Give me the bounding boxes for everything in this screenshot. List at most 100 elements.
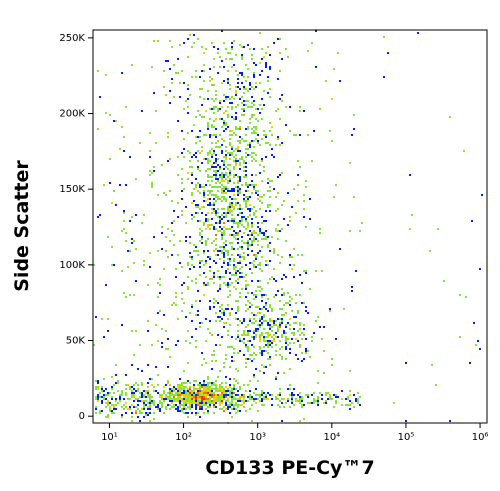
- density-cell: [243, 332, 245, 334]
- density-cell: [285, 358, 287, 360]
- density-cell: [245, 174, 247, 176]
- density-cell: [225, 172, 227, 174]
- density-cell: [187, 172, 189, 174]
- density-cell: [133, 240, 135, 242]
- density-cell: [317, 316, 319, 318]
- density-cell: [205, 390, 207, 392]
- density-cell: [199, 402, 201, 404]
- density-cell: [247, 100, 249, 102]
- density-cell: [209, 192, 211, 194]
- density-cell: [241, 220, 243, 222]
- density-cell: [187, 394, 189, 396]
- density-cell: [219, 186, 221, 188]
- density-cell: [221, 312, 223, 314]
- density-cell: [195, 116, 197, 118]
- density-cell: [247, 332, 249, 334]
- density-cell: [123, 150, 125, 152]
- density-cell: [263, 294, 265, 296]
- density-cell: [187, 112, 189, 114]
- density-cell: [269, 324, 271, 326]
- density-cell: [211, 166, 213, 168]
- density-cell: [131, 392, 133, 394]
- density-cell: [121, 230, 123, 232]
- density-cell: [103, 398, 105, 400]
- density-cell: [217, 198, 219, 200]
- density-cell: [227, 250, 229, 252]
- density-cell: [221, 160, 223, 162]
- density-cell: [217, 52, 219, 54]
- density-cell: [237, 224, 239, 226]
- density-cell: [195, 400, 197, 402]
- density-cell: [279, 400, 281, 402]
- density-cell: [233, 168, 235, 170]
- density-cell: [307, 312, 309, 314]
- density-cell: [213, 120, 215, 122]
- density-cell: [229, 58, 231, 60]
- density-cell: [267, 352, 269, 354]
- density-cell: [215, 160, 217, 162]
- density-cell: [257, 286, 259, 288]
- density-cell: [259, 104, 261, 106]
- density-cell: [255, 128, 257, 130]
- density-cell: [241, 272, 243, 274]
- density-cell: [307, 134, 309, 136]
- density-cell: [299, 396, 301, 398]
- density-cell: [317, 396, 319, 398]
- density-cell: [213, 384, 215, 386]
- density-cell: [251, 312, 253, 314]
- density-cell: [251, 262, 253, 264]
- density-cell: [125, 394, 127, 396]
- density-cell: [191, 182, 193, 184]
- density-cell: [237, 242, 239, 244]
- density-cell: [219, 176, 221, 178]
- density-cell: [253, 400, 255, 402]
- density-cell: [229, 84, 231, 86]
- density-cell: [217, 216, 219, 218]
- density-cell: [227, 284, 229, 286]
- density-cell: [231, 234, 233, 236]
- density-cell: [199, 140, 201, 142]
- density-cell: [135, 280, 137, 282]
- density-cell: [293, 264, 295, 266]
- density-cell: [193, 154, 195, 156]
- density-cell: [187, 178, 189, 180]
- density-cell: [167, 338, 169, 340]
- density-cell: [251, 336, 253, 338]
- density-cell: [199, 396, 201, 398]
- density-cell: [207, 174, 209, 176]
- density-cell: [237, 404, 239, 406]
- density-cell: [193, 34, 195, 36]
- density-cell: [289, 220, 291, 222]
- density-cell: [195, 250, 197, 252]
- density-cell: [223, 164, 225, 166]
- density-cell: [291, 400, 293, 402]
- density-cell: [201, 116, 203, 118]
- density-cell: [303, 194, 305, 196]
- density-cell: [209, 382, 211, 384]
- density-cell: [297, 200, 299, 202]
- density-cell: [221, 336, 223, 338]
- density-cell: [229, 212, 231, 214]
- density-cell: [247, 76, 249, 78]
- density-cell: [191, 202, 193, 204]
- density-cell: [349, 394, 351, 396]
- density-cell: [209, 404, 211, 406]
- density-cell: [301, 282, 303, 284]
- density-cell: [293, 328, 295, 330]
- density-cell: [223, 130, 225, 132]
- density-cell: [259, 324, 261, 326]
- density-cell: [213, 306, 215, 308]
- density-cell: [253, 392, 255, 394]
- density-cell: [255, 138, 257, 140]
- density-cell: [171, 394, 173, 396]
- density-cell: [233, 156, 235, 158]
- density-cell: [209, 332, 211, 334]
- density-cell: [269, 54, 271, 56]
- density-cell: [353, 114, 355, 116]
- density-cell: [253, 132, 255, 134]
- density-cell: [113, 190, 115, 192]
- density-cell: [255, 232, 257, 234]
- density-cell: [223, 168, 225, 170]
- density-cell: [267, 332, 269, 334]
- density-cell: [243, 200, 245, 202]
